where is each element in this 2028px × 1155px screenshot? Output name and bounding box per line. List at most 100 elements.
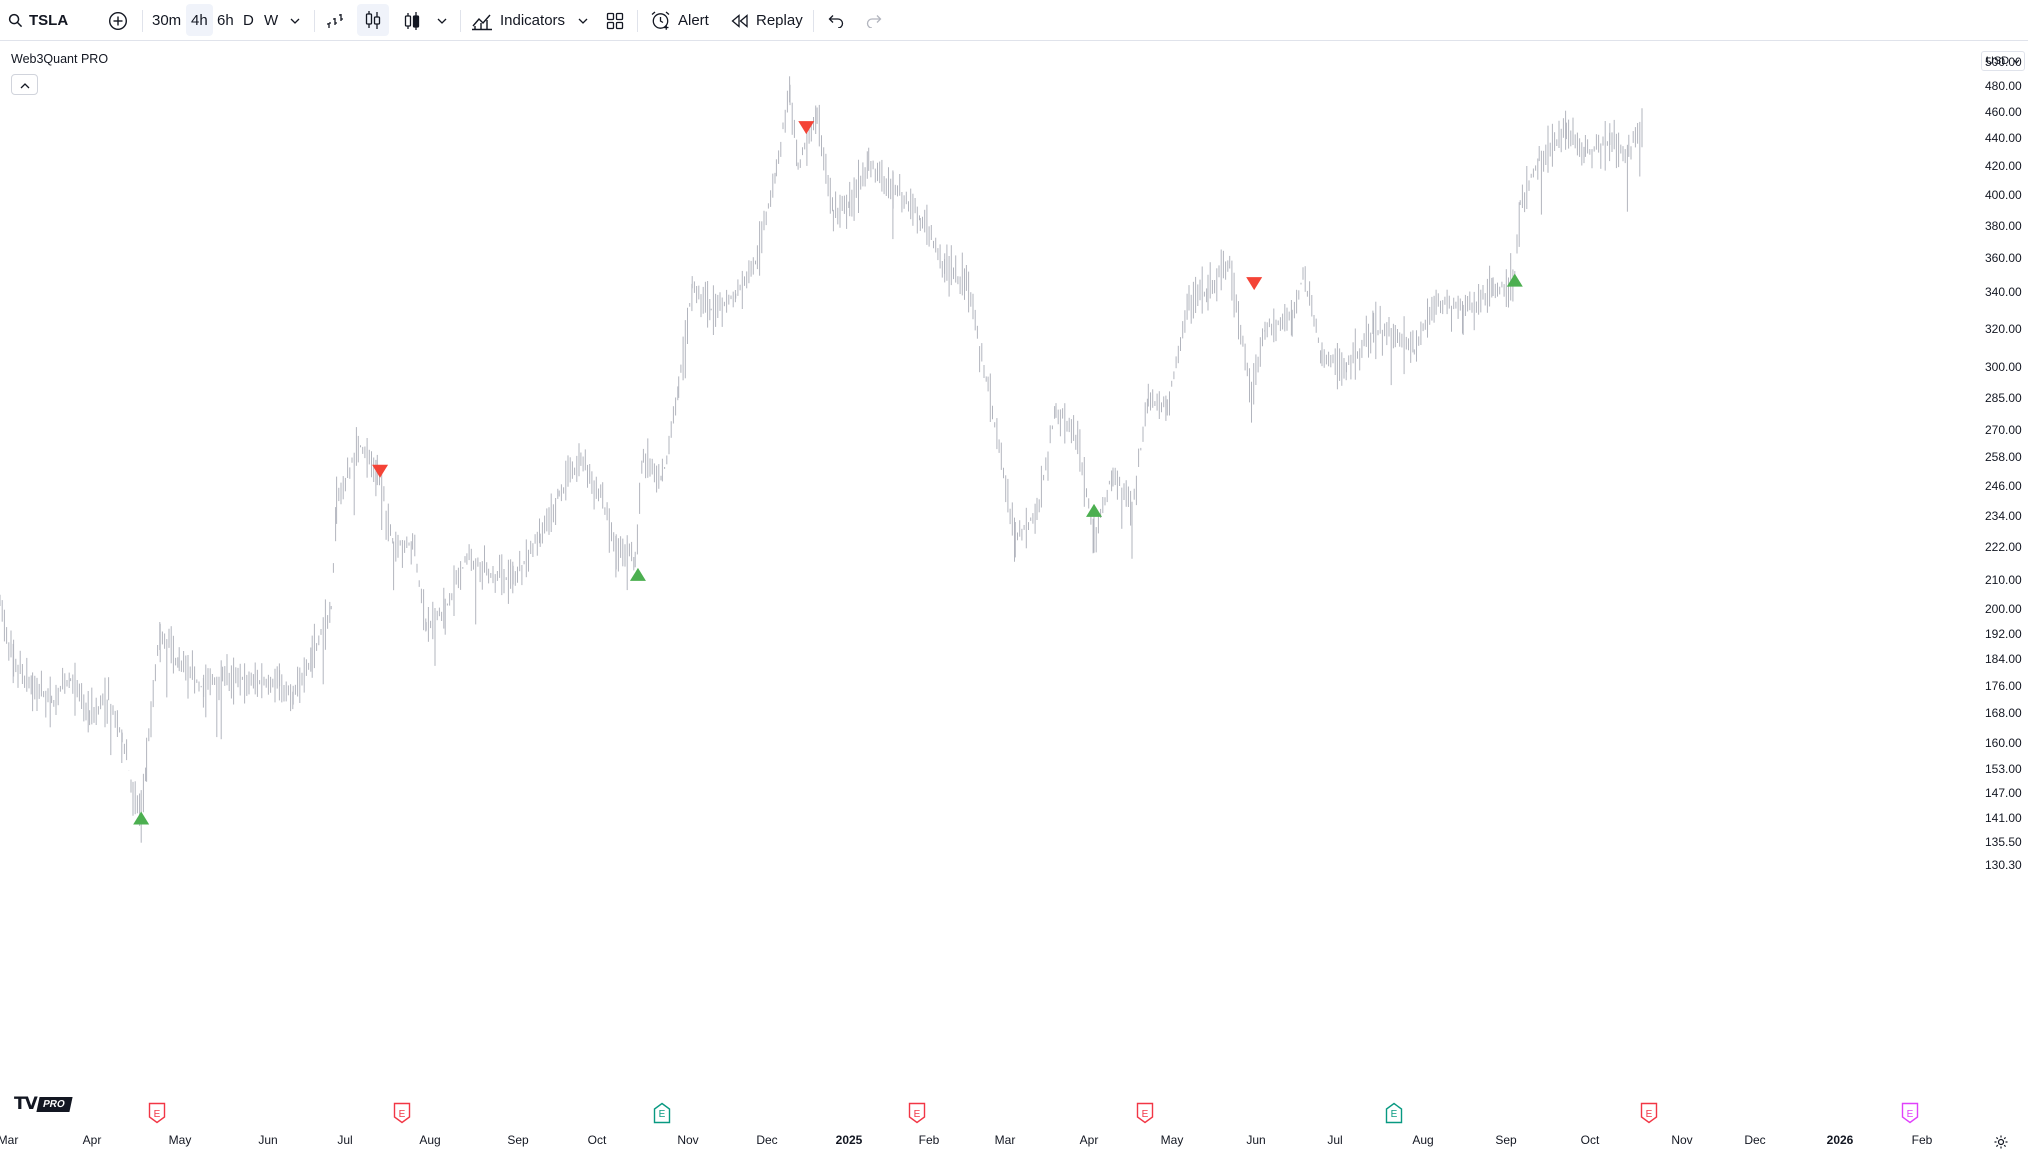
- timeframe-30m[interactable]: 30m: [152, 11, 182, 29]
- price-tick-label: 400.00: [1985, 188, 2022, 203]
- time-tick-label: Feb: [918, 1133, 940, 1147]
- timeframe-4h[interactable]: 4h: [186, 4, 213, 36]
- price-tick-label: 130.30: [1985, 858, 2022, 873]
- svg-text:E: E: [1142, 1109, 1149, 1120]
- price-tick-label: 176.00: [1985, 678, 2022, 693]
- pro-badge: PRO: [36, 1096, 73, 1112]
- time-tick-label: Nov: [677, 1133, 699, 1147]
- toolbar-divider: [314, 10, 315, 32]
- buy-signal-marker: [629, 567, 646, 581]
- svg-text:E: E: [399, 1109, 406, 1120]
- timeframe-d[interactable]: D: [243, 11, 254, 29]
- time-tick-label: May: [168, 1133, 192, 1147]
- time-tick-label: Sep: [1495, 1133, 1517, 1147]
- redo-icon: [866, 14, 882, 28]
- symbol-search-button[interactable]: TSLA: [8, 0, 68, 41]
- hollow-candle-button[interactable]: [396, 0, 428, 41]
- price-chart[interactable]: [0, 41, 1979, 1113]
- timeframe-menu-button[interactable]: [280, 0, 310, 41]
- earnings-marker-reported-miss[interactable]: E: [393, 1102, 411, 1129]
- price-tick-label: 300.00: [1985, 360, 2022, 375]
- earnings-marker-reported-miss[interactable]: E: [1136, 1102, 1154, 1129]
- chart-type-menu-button[interactable]: [428, 0, 456, 41]
- price-tick-label: 420.00: [1985, 159, 2022, 174]
- chart-settings-button[interactable]: [1993, 1134, 2009, 1155]
- time-tick-label: Aug: [419, 1133, 441, 1147]
- legend-collapse-button[interactable]: [11, 74, 38, 95]
- earnings-marker-reported-beat[interactable]: E: [1385, 1102, 1403, 1129]
- buy-signal-marker: [133, 811, 150, 825]
- bar-style-button[interactable]: [320, 0, 352, 41]
- price-tick-label: 234.00: [1985, 508, 2022, 523]
- price-tick-label: 153.00: [1985, 762, 2022, 777]
- time-tick-label: Jun: [1246, 1133, 1266, 1147]
- timeframe-w[interactable]: W: [264, 11, 279, 29]
- replay-button[interactable]: Replay: [731, 0, 803, 41]
- time-tick-label: Jul: [1327, 1133, 1343, 1147]
- price-tick-label: 360.00: [1985, 251, 2022, 266]
- price-tick-label: 168.00: [1985, 706, 2022, 721]
- earnings-marker-reported-miss[interactable]: E: [148, 1102, 166, 1129]
- symbol-label: TSLA: [29, 12, 69, 29]
- timeframe-6h[interactable]: 6h: [217, 11, 234, 29]
- earnings-marker-reported-beat[interactable]: E: [653, 1102, 671, 1129]
- time-tick-label: Oct: [1580, 1133, 1600, 1147]
- svg-text:E: E: [154, 1109, 161, 1120]
- price-tick-label: 184.00: [1985, 652, 2022, 666]
- price-bars: [0, 76, 1643, 843]
- sell-signal-marker: [1246, 277, 1263, 291]
- indicators-button[interactable]: Indicators: [471, 0, 565, 41]
- price-tick-label: 147.00: [1985, 786, 2022, 801]
- buy-signal-marker: [1086, 503, 1103, 517]
- alert-button[interactable]: Alert: [650, 0, 709, 41]
- tradingview-logo[interactable]: TV PRO: [14, 1094, 73, 1114]
- price-tick-label: 320.00: [1985, 321, 2022, 336]
- time-tick-label: Aug: [1412, 1133, 1434, 1147]
- time-tick-label: Sep: [507, 1133, 529, 1147]
- candle-hollow-icon: [402, 10, 422, 32]
- time-tick-label: 2025: [835, 1133, 863, 1147]
- time-tick-label: Dec: [756, 1133, 778, 1147]
- alert-icon: [650, 10, 678, 31]
- price-tick-label: 200.00: [1985, 602, 2022, 617]
- svg-text:E: E: [659, 1109, 666, 1120]
- earnings-marker-reported-miss[interactable]: E: [1640, 1102, 1658, 1129]
- svg-text:E: E: [914, 1109, 921, 1120]
- replay-label: Replay: [756, 12, 803, 29]
- svg-text:E: E: [1646, 1109, 1653, 1120]
- toolbar-divider: [637, 10, 638, 32]
- alert-label: Alert: [678, 12, 709, 29]
- indicators-menu-button[interactable]: [569, 0, 597, 41]
- redo-button[interactable]: [858, 0, 890, 41]
- toolbar-divider: [813, 10, 814, 32]
- price-tick-label: 380.00: [1985, 218, 2022, 233]
- price-tick-label: 258.00: [1985, 450, 2022, 465]
- toolbar-divider: [142, 10, 143, 32]
- price-tick-label: 480.00: [1985, 79, 2022, 94]
- price-scale[interactable]: [1979, 41, 2028, 1134]
- time-tick-label: 2026: [1826, 1133, 1854, 1147]
- earnings-marker-reported-miss[interactable]: E: [908, 1102, 926, 1129]
- compare-symbol-button[interactable]: [102, 0, 134, 41]
- search-icon: [8, 13, 29, 28]
- replay-icon: [731, 13, 756, 28]
- chevron-up-icon: [20, 76, 30, 94]
- candle-style-button[interactable]: [357, 4, 389, 36]
- price-tick-label: 340.00: [1985, 285, 2022, 300]
- price-tick-label: 460.00: [1985, 104, 2022, 119]
- gear-icon: [1993, 1135, 2009, 1154]
- earnings-marker-upcoming[interactable]: E: [1901, 1102, 1919, 1129]
- time-tick-label: Oct: [587, 1133, 607, 1147]
- time-tick-label: Nov: [1671, 1133, 1693, 1147]
- undo-button[interactable]: [820, 0, 852, 41]
- candle-style-icon: [363, 9, 383, 31]
- price-tick-label: 270.00: [1985, 423, 2022, 437]
- layout-icon: [606, 12, 624, 30]
- layout-button[interactable]: [599, 0, 631, 41]
- price-tick-label: 160.00: [1985, 735, 2022, 750]
- time-tick-label: Jun: [258, 1133, 278, 1147]
- indicator-legend-title[interactable]: Web3Quant PRO: [11, 52, 109, 66]
- add-symbol-icon: [108, 11, 128, 31]
- currency-selector[interactable]: USD: [1981, 51, 2025, 71]
- top-toolbar: TSLA 30m 4h 6h D W: [0, 0, 2028, 41]
